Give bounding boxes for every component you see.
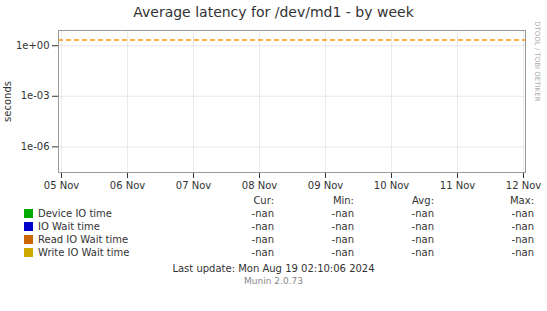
html-text:Munin 2.0.73: Munin 2.0.73 — [244, 276, 303, 286]
html-text:Last update: Mon Aug 19 02:10:: Last update: Mon Aug 19 02:10:06 2024 — [172, 263, 375, 274]
svg-text:05 Nov: 05 Nov — [44, 180, 80, 191]
svg-text:12 Nov: 12 Nov — [506, 180, 542, 191]
html-text:Average latency for /dev/md1 -: Average latency for /dev/md1 - by week — [133, 4, 414, 20]
html-text:Max:: Max: — [510, 195, 534, 206]
svg-text:RRDTOOL / TOBI OETIKER: RRDTOOL / TOBI OETIKER — [533, 22, 541, 102]
html-text:Device IO time: Device IO time — [38, 208, 112, 219]
html-text:-nan: -nan — [411, 221, 434, 232]
html-text:-nan: -nan — [411, 247, 434, 258]
html-text:-nan: -nan — [511, 221, 534, 232]
html-text:-nan: -nan — [511, 208, 534, 219]
html-text:-nan: -nan — [511, 234, 534, 245]
html-text:-nan: -nan — [331, 221, 354, 232]
html-text:-nan: -nan — [411, 234, 434, 245]
html-text:Min:: Min: — [332, 195, 354, 206]
html-text:-nan: -nan — [331, 234, 354, 245]
svg-text:1e-03: 1e-03 — [21, 90, 50, 101]
svg-text:07 Nov: 07 Nov — [176, 180, 212, 191]
svg-text:1e-06: 1e-06 — [21, 141, 50, 152]
html-text:IO Wait time: IO Wait time — [38, 221, 100, 232]
svg-text:seconds: seconds — [2, 81, 13, 122]
html-text:Read IO Wait time: Read IO Wait time — [38, 234, 129, 245]
html-text:-nan: -nan — [251, 208, 274, 219]
html-text:-nan: -nan — [411, 208, 434, 219]
html-text:Cur:: Cur: — [253, 195, 274, 206]
svg-text:08 Nov: 08 Nov — [242, 180, 278, 191]
svg-text:11 Nov: 11 Nov — [440, 180, 476, 191]
html-text:-nan: -nan — [331, 208, 354, 219]
html-text:-nan: -nan — [251, 221, 274, 232]
html-text:-nan: -nan — [331, 247, 354, 258]
svg-text:10 Nov: 10 Nov — [374, 180, 410, 191]
svg-text:1e+00: 1e+00 — [16, 40, 50, 51]
html-text:-nan: -nan — [251, 247, 274, 258]
svg-text:09 Nov: 09 Nov — [308, 180, 344, 191]
html-text:Write IO Wait time: Write IO Wait time — [38, 247, 130, 258]
html-text:-nan: -nan — [251, 234, 274, 245]
html-text:-nan: -nan — [511, 247, 534, 258]
svg-text:06 Nov: 06 Nov — [110, 180, 146, 191]
html-text:Avg:: Avg: — [412, 195, 434, 206]
